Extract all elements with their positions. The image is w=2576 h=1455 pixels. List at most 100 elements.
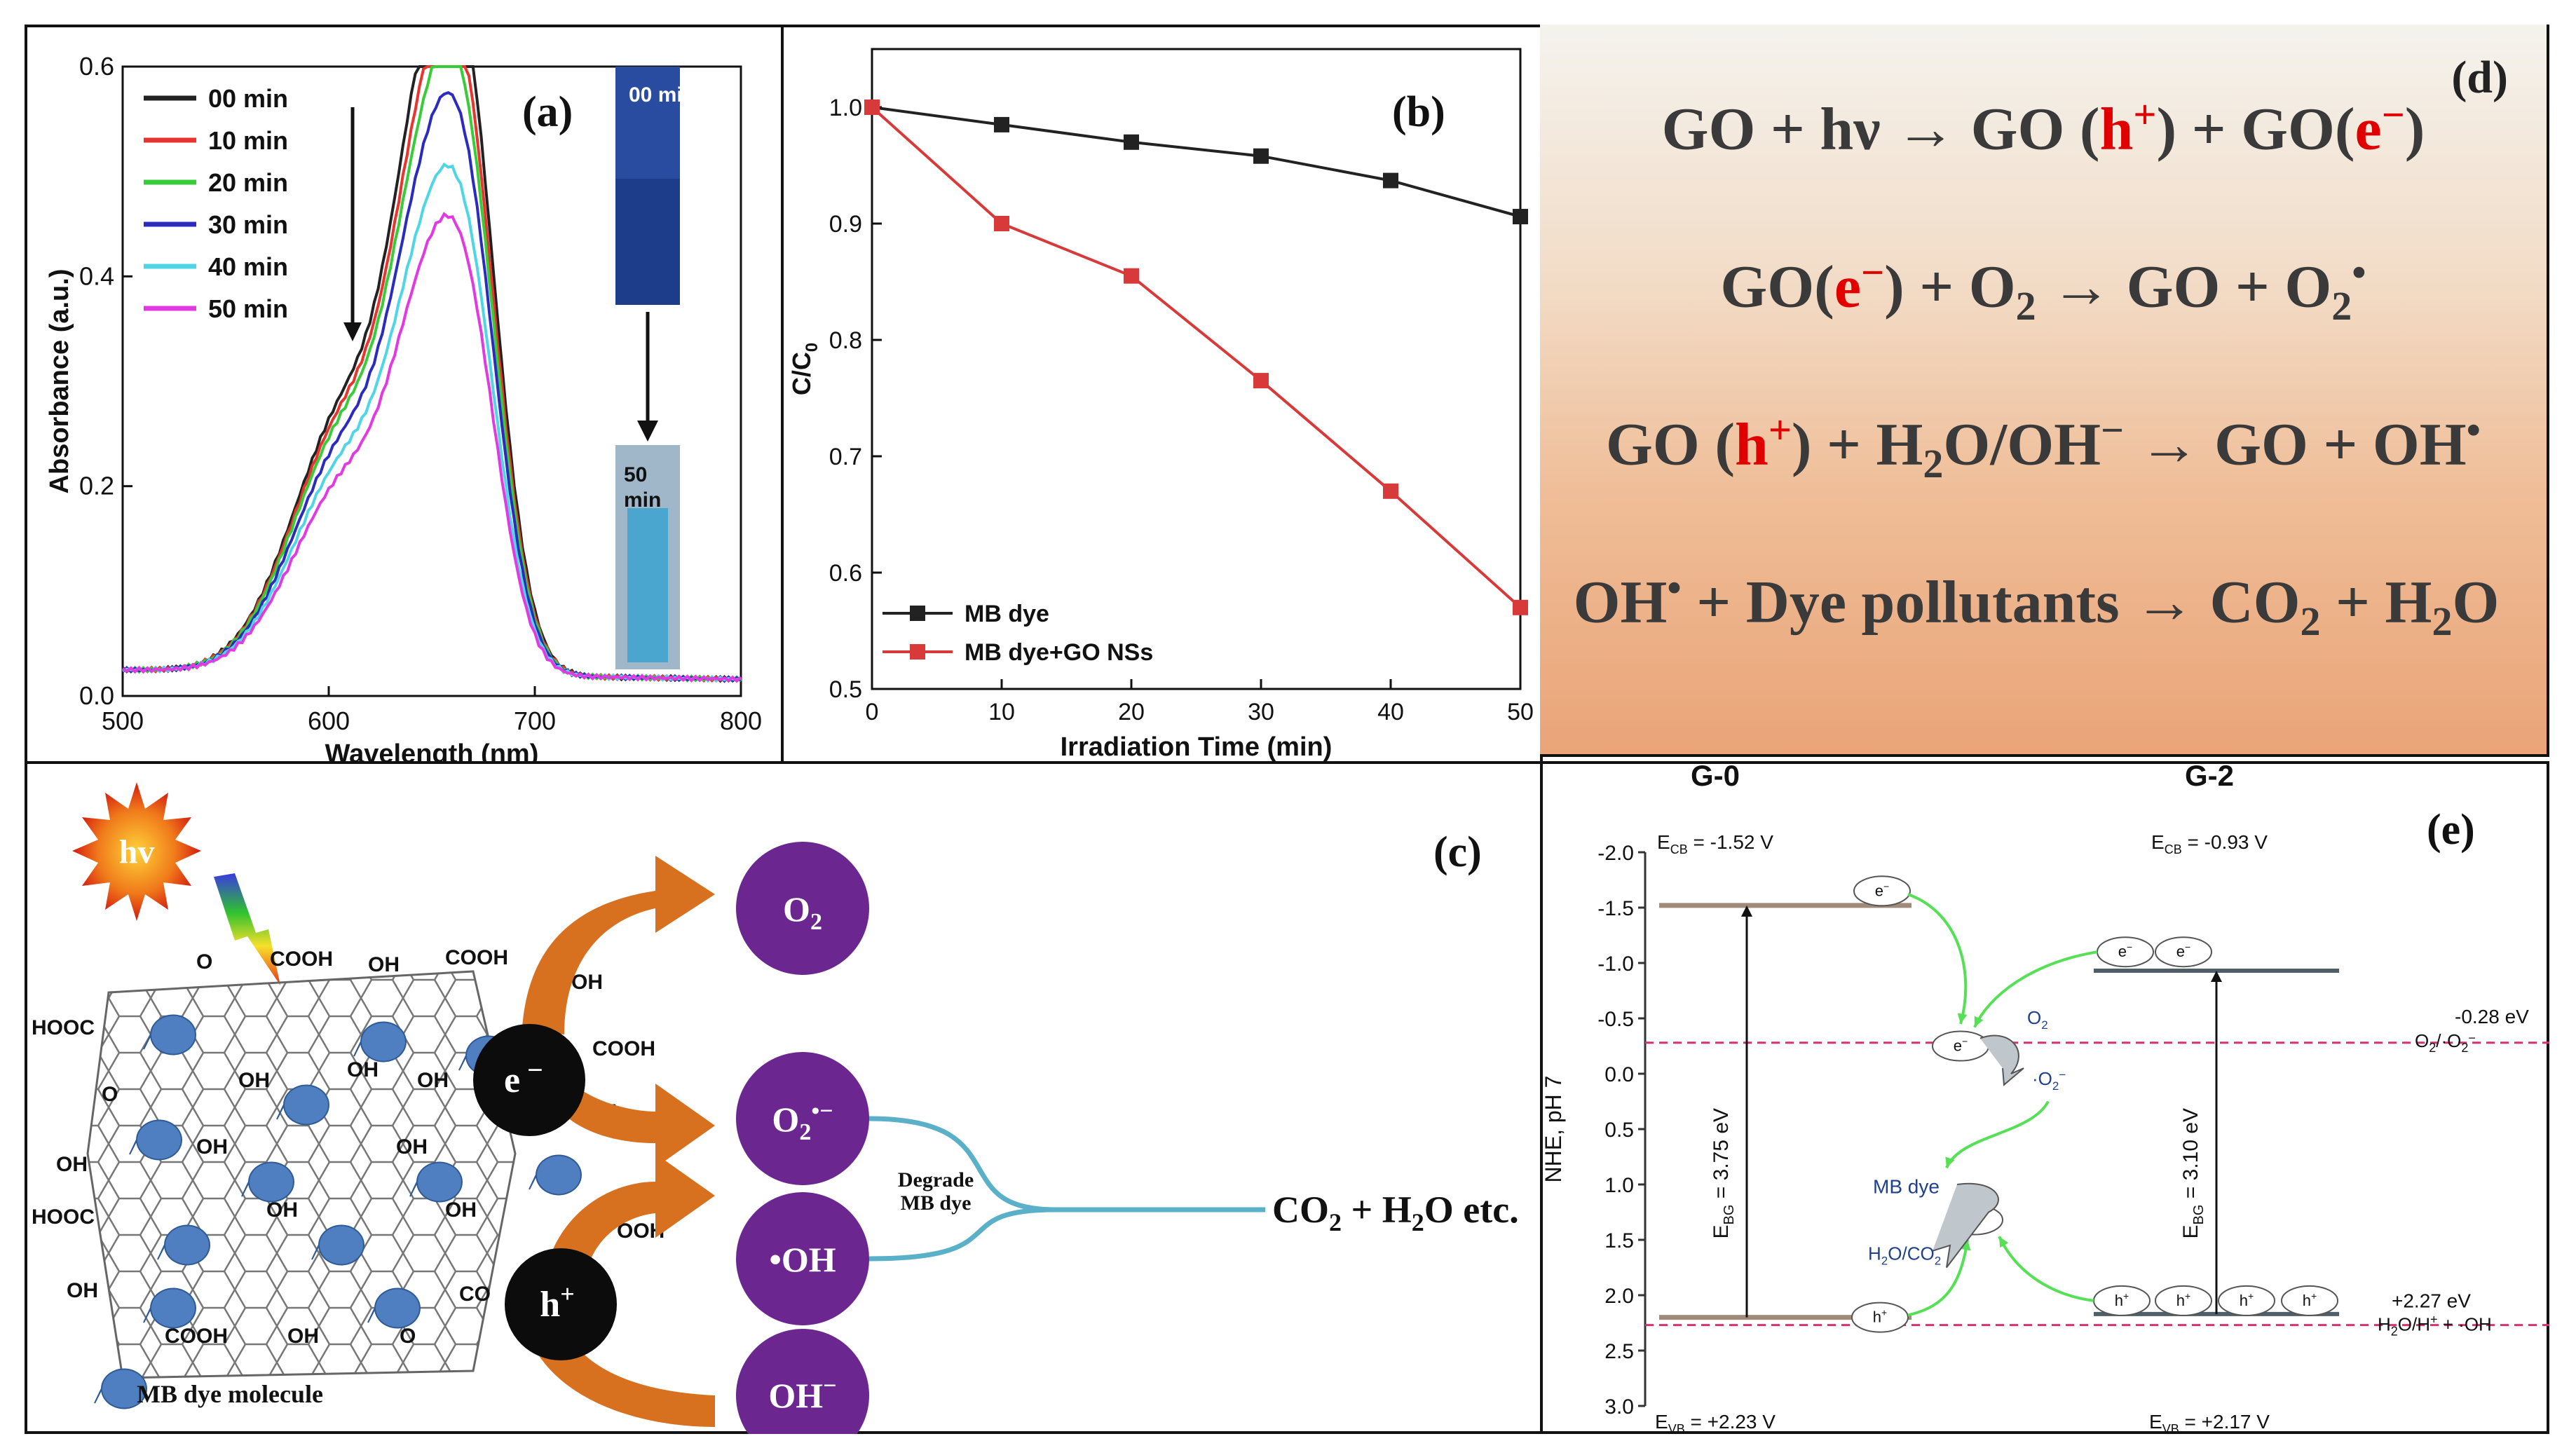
x-tick-label: 0 — [866, 699, 879, 725]
data-point — [994, 216, 1009, 231]
hole-flow-g0 — [1907, 1239, 1969, 1317]
data-point — [864, 100, 880, 115]
superoxide-flow — [1945, 1100, 2050, 1169]
y-tick-label: -1.0 — [1597, 952, 1634, 976]
svg-text:COOH: COOH — [270, 948, 333, 971]
x-tick-label: 800 — [720, 706, 762, 735]
electron-g0-label: e− — [1875, 880, 1889, 899]
panel-c: hv COOH OH COOH OH HOOC O OH COOH OH OH … — [25, 761, 1543, 1434]
cuvette-00min-top — [615, 67, 680, 179]
panel-e-label: (e) — [2427, 806, 2475, 854]
panel-b-label: (b) — [1392, 88, 1445, 136]
legend-label: MB dye — [965, 601, 1049, 627]
y-tick-label: 1.5 — [1604, 1229, 1634, 1252]
data-point — [1253, 148, 1269, 164]
title-g0: G-0 — [1691, 761, 1740, 792]
functional-groups: COOH OH COOH OH HOOC O OH COOH OH OH O O… — [32, 946, 665, 1348]
hydroxide-circle — [736, 1329, 869, 1434]
mb-dye-molecule — [241, 1161, 294, 1203]
svg-text:COOH: COOH — [165, 1325, 228, 1348]
g0-evb-label: EVB = +2.23 V — [1655, 1411, 1776, 1434]
hole-flow-g2 — [1998, 1236, 2094, 1302]
hole-particle — [505, 1248, 617, 1360]
g2-evb-label: EVB = +2.17 V — [2149, 1411, 2270, 1434]
degrade-bracket — [868, 1116, 1265, 1262]
legend-marker — [910, 606, 925, 621]
svg-text:OH: OH — [67, 1279, 98, 1302]
y-tick-label: 0.4 — [79, 261, 114, 290]
y-tick-label: 0.6 — [79, 52, 114, 81]
x-axis-label: Wavelength (nm) — [325, 739, 539, 764]
electron-particle — [473, 1024, 585, 1136]
y-axis-label: Absorbance (a.u.) — [45, 269, 74, 494]
x-tick-label: 30 — [1248, 699, 1274, 725]
data-point — [1253, 373, 1269, 389]
sun-icon — [72, 782, 201, 921]
data-point — [1124, 134, 1139, 150]
o2-reduction-arrow — [1979, 1034, 2024, 1086]
spectrum-line-50-min — [121, 212, 742, 683]
decrease-arrow-head — [343, 322, 362, 341]
g2-gap-arrow-head — [2211, 971, 2222, 983]
y-tick-label: 1.0 — [829, 95, 862, 121]
mb-dye-molecule — [157, 1224, 210, 1266]
hole-g0 — [1851, 1302, 1909, 1333]
o2-ev-label: -0.28 eV — [2455, 1006, 2529, 1027]
oh-couple-label: H2O/H+ + ·OH — [2378, 1313, 2492, 1339]
mb-dye-molecule — [129, 1119, 182, 1161]
data-point — [1383, 483, 1398, 499]
y-tick-label: 2.0 — [1604, 1285, 1634, 1308]
svg-text:HOOC: HOOC — [32, 1016, 95, 1039]
hydroxyl-radical-circle — [736, 1192, 869, 1325]
cuvette-50min-liquid — [627, 508, 668, 662]
electron-g0 — [1853, 875, 1911, 907]
svg-text:COOH: COOH — [445, 946, 508, 969]
g0-bandgap-label: EBG = 3.75 eV — [1710, 1108, 1737, 1239]
light-bolt-icon — [214, 873, 280, 985]
y-tick-label: 0.7 — [829, 444, 862, 470]
hole-g2-b-label: h+ — [2176, 1290, 2190, 1309]
hole-g2-a-label: h+ — [2115, 1290, 2129, 1309]
hydroxide-circle-label: OH− — [768, 1373, 836, 1415]
mb-dye-molecule — [276, 1084, 329, 1126]
svg-text:OH: OH — [196, 1135, 228, 1159]
x-tick-label: 40 — [1377, 699, 1404, 725]
svg-text:COOH: COOH — [592, 1037, 655, 1060]
legend-label: 40 min — [208, 252, 288, 281]
panel-a-label: (a) — [522, 88, 573, 136]
h2o-co2-label: H2O/CO2 — [1868, 1243, 1941, 1267]
legend-label: 30 min — [208, 210, 288, 239]
mb-dye-molecule — [409, 1161, 463, 1203]
plot-frame — [871, 48, 1522, 690]
panel-a-chart: 500 600 700 800 0.0 0.2 0.4 0.6 Wavelength (nm) A… — [45, 52, 762, 764]
svg-text:OH: OH — [287, 1325, 319, 1348]
electron-label: e − — [504, 1054, 543, 1100]
y-tick-label: 0.9 — [829, 211, 862, 238]
transfer-arrows — [522, 856, 715, 1427]
svg-text:OH: OH — [238, 1069, 270, 1092]
graphene-oxide-sheet — [86, 970, 517, 1379]
arrow-to-o2-radical — [543, 1063, 715, 1168]
y-tick-label: -0.5 — [1597, 1008, 1634, 1031]
degrade-label-1: Degrade — [898, 1168, 974, 1191]
data-point — [1383, 172, 1398, 189]
legend-label: 20 min — [208, 168, 288, 197]
o2-circle-label: O2 — [783, 889, 822, 935]
o2-circle — [736, 842, 869, 975]
inset-label-top: 00 min — [629, 83, 695, 107]
svg-text:OH: OH — [368, 953, 400, 976]
inset-label-bottom-2: min — [624, 489, 661, 512]
hole-label: h+ — [540, 1280, 574, 1325]
y-tick-label: 0.5 — [829, 676, 862, 703]
y-axis-label: NHE, pH 7 — [1541, 1076, 1566, 1183]
degrade-label-2: MB dye — [901, 1191, 972, 1215]
superoxide-circle-label: O2•− — [772, 1098, 833, 1145]
x-axis-label: Irradiation Time (min) — [1061, 732, 1333, 762]
inset-arrow-head — [637, 421, 658, 442]
arrow-to-oh-radical — [543, 1154, 715, 1287]
panel-a: 500 600 700 800 0.0 0.2 0.4 0.6 Wavelength (nm) A… — [25, 25, 784, 764]
mb-dye-molecule — [529, 1154, 582, 1196]
g2-ecb-label: ECB = -0.93 V — [2151, 831, 2268, 856]
electron-g2-b — [2155, 936, 2212, 968]
data-point — [1513, 209, 1528, 225]
